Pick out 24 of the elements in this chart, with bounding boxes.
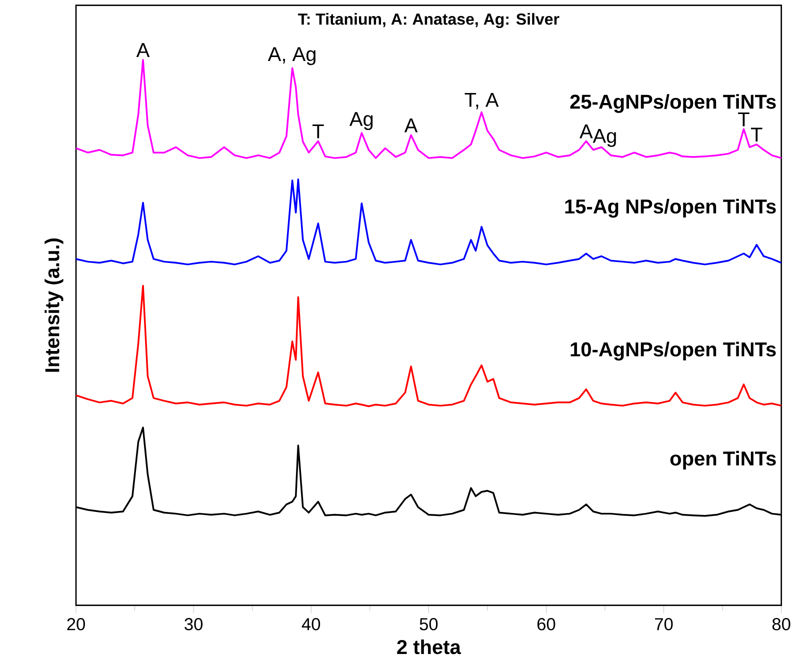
annotation: T	[312, 124, 324, 138]
annotation: T	[750, 128, 762, 142]
annotation: Ag	[349, 112, 373, 130]
annotation: A	[136, 43, 150, 57]
x-tick-label: 20	[67, 618, 85, 630]
chart-title: T: Titanium, A: Anatase, Ag: Silver	[298, 12, 560, 28]
x-tick-label: 50	[420, 618, 438, 630]
annotation: T, A	[464, 92, 499, 110]
annotation: A	[580, 124, 593, 138]
annotation: A	[404, 118, 418, 132]
x-axis-title: 2 theta	[397, 639, 462, 654]
text: open TiNTs	[670, 450, 776, 470]
series-label: 10-AgNPs/open TiNTs	[570, 342, 776, 360]
annotation: Ag	[592, 128, 616, 147]
annotation: T	[738, 112, 750, 126]
x-tick-label: 60	[537, 618, 556, 630]
x-tick-label: 40	[302, 618, 320, 630]
series-label: 15-Ag NPs/open TiNTs	[565, 198, 776, 218]
y-axis-title: Intensity (a.u.)	[44, 238, 64, 372]
x-tick-label: 70	[655, 618, 673, 630]
annotation: A, Ag	[268, 47, 316, 65]
series-label: 25-AgNPs/open TiNTs	[570, 94, 776, 113]
x-tick-label: 30	[184, 618, 203, 630]
x-tick-label: 80	[772, 618, 790, 630]
